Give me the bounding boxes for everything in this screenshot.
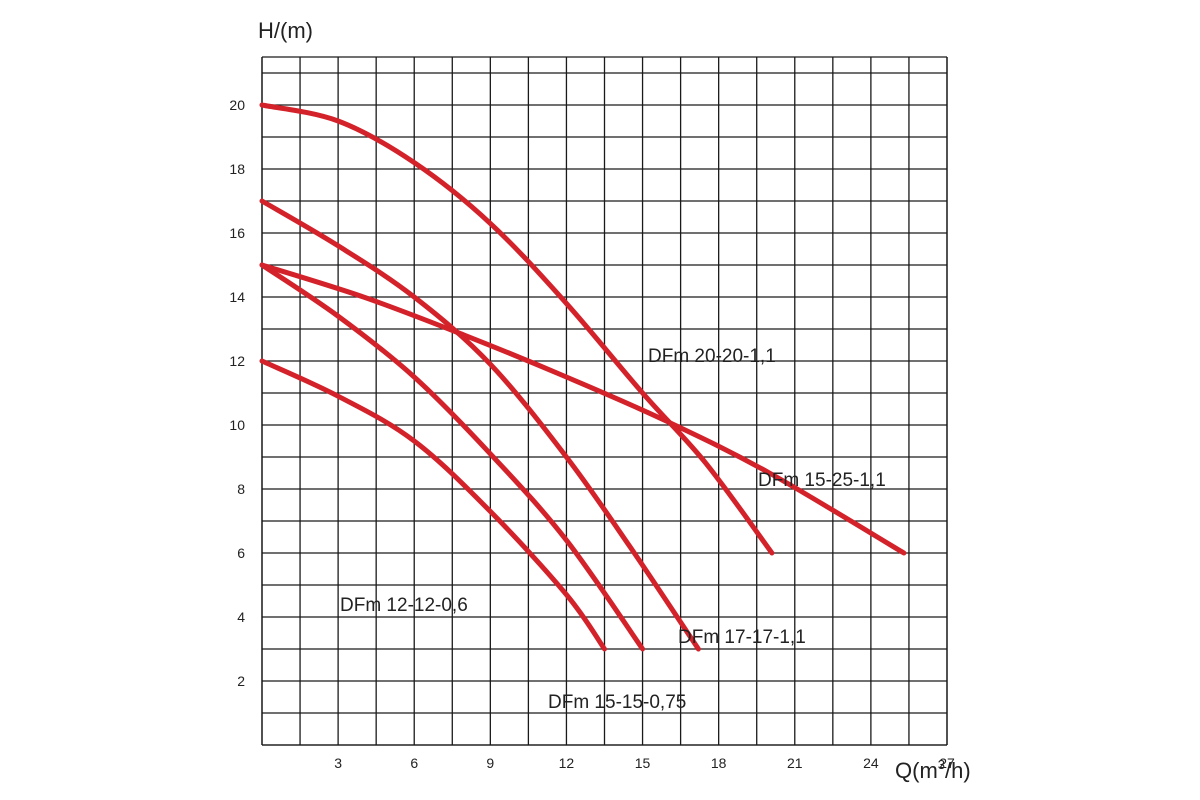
grid (261, 56, 948, 746)
x-tick-label: 6 (410, 755, 418, 771)
y-axis-ticks: 2 4 6 8 10 12 14 16 18 20 (229, 97, 245, 689)
curve-dfm-20-20-1-1 (259, 102, 775, 556)
y-tick-label: 10 (229, 417, 245, 433)
series-label-dfm-12-12-0-6: DFm 12-12-0,6 (340, 595, 468, 616)
y-axis-title: H/(m) (258, 18, 313, 43)
x-axis-title-superscript: 3 (938, 757, 945, 772)
x-tick-label: 27 (939, 755, 955, 771)
x-tick-label: 21 (787, 755, 803, 771)
x-axis-title-suffix: /h) (945, 758, 971, 783)
x-axis-title: Q(m3/h) (895, 757, 971, 783)
curve-dfm-17-17-1-1 (259, 198, 701, 652)
x-tick-label: 15 (635, 755, 651, 771)
y-tick-label: 18 (229, 161, 245, 177)
series-label-dfm-17-17-1-1: DFm 17-17-1,1 (678, 627, 806, 648)
y-tick-label: 8 (237, 481, 245, 497)
series-label-dfm-20-20-1-1: DFm 20-20-1,1 (648, 346, 776, 367)
x-tick-label: 24 (863, 755, 879, 771)
x-axis-title-main: Q(m (895, 758, 938, 783)
x-tick-label: 3 (334, 755, 342, 771)
x-tick-label: 18 (711, 755, 727, 771)
y-tick-label: 16 (229, 225, 245, 241)
series-label-dfm-15-15-0-75: DFm 15-15-0,75 (548, 692, 686, 713)
series-label-dfm-15-25-1-1: DFm 15-25-1,1 (758, 470, 886, 491)
y-tick-label: 20 (229, 97, 245, 113)
y-tick-label: 4 (237, 609, 245, 625)
x-tick-label: 9 (486, 755, 494, 771)
y-tick-label: 2 (237, 673, 245, 689)
x-tick-label: 12 (559, 755, 575, 771)
curve-dfm-15-25-1-1 (259, 262, 907, 556)
y-tick-label: 6 (237, 545, 245, 561)
performance-curves (259, 102, 907, 652)
curve-dfm-12-12-0-6 (259, 358, 607, 652)
y-tick-label: 12 (229, 353, 245, 369)
x-axis-ticks: 3 6 9 12 15 18 21 24 27 (334, 755, 955, 771)
curve-dfm-15-15-0-75 (259, 262, 646, 652)
y-tick-label: 14 (229, 289, 245, 305)
